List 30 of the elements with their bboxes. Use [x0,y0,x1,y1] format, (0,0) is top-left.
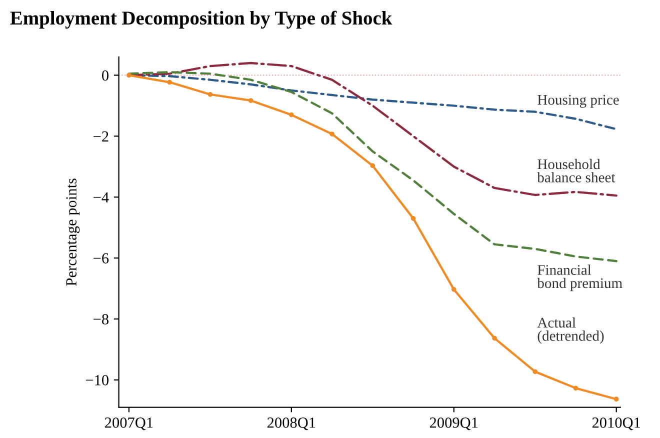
series-label: Household balance sheet [537,158,616,182]
point [492,336,497,341]
line-series [128,71,618,262]
point [410,216,416,221]
series-label: Financial bond premium [537,264,622,292]
point [614,396,619,402]
x-tick-label: 2007Q1 [105,418,153,430]
y-tick-label: −4 [94,192,109,202]
chart-title: Employment Decomposition by Type of Shock [10,10,392,29]
point [451,286,456,292]
point [370,163,376,168]
point [330,132,334,136]
point [573,386,578,391]
point [167,80,172,85]
y-tick-label: −10 [86,375,108,386]
x-tick-label: 2008Q1 [267,418,316,430]
series-label: Housing price [538,94,619,108]
x-tick-label: 2010Q1 [592,418,640,430]
y-tick-label: −8 [94,314,108,324]
series-label: Actual (detrended) [537,317,604,344]
y-axis-title: Percentage points [66,178,80,286]
y-tick-label: −2 [94,131,108,142]
y-tick-label: 0 [102,70,108,81]
point [532,369,538,374]
x-tick-label: 2009Q1 [430,418,478,430]
point [208,92,213,97]
point [126,72,132,78]
y-tick-label: −6 [94,253,109,264]
point [288,112,294,118]
point [248,98,254,103]
